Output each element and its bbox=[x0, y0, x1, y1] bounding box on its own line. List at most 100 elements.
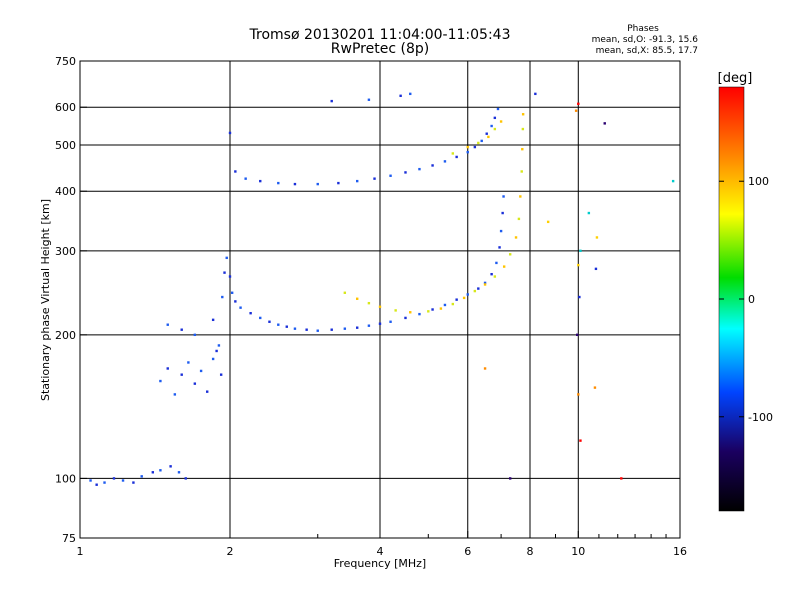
data-point bbox=[228, 275, 232, 278]
data-point bbox=[418, 312, 421, 316]
data-point bbox=[520, 170, 523, 173]
data-point bbox=[112, 477, 116, 480]
chart-subtitle: RwPretec (8p) bbox=[331, 41, 429, 57]
data-point bbox=[514, 236, 518, 239]
data-point bbox=[211, 357, 215, 361]
data-point bbox=[343, 291, 347, 294]
data-point bbox=[367, 301, 371, 305]
data-point bbox=[217, 344, 221, 347]
data-point bbox=[277, 181, 280, 185]
y-tick-label: 300 bbox=[55, 245, 76, 258]
data-point bbox=[193, 333, 197, 337]
data-point bbox=[487, 135, 490, 139]
data-point bbox=[495, 261, 498, 265]
data-point bbox=[205, 390, 209, 393]
data-point bbox=[517, 217, 521, 221]
data-point bbox=[169, 465, 172, 468]
data-point bbox=[483, 367, 487, 370]
x-tick-label: 6 bbox=[464, 545, 471, 558]
data-point bbox=[574, 109, 578, 112]
x-tick-label: 10 bbox=[571, 545, 585, 558]
data-point bbox=[355, 179, 359, 183]
y-tick-label: 600 bbox=[55, 101, 76, 114]
data-point bbox=[180, 328, 183, 331]
data-point bbox=[594, 267, 598, 271]
data-point bbox=[577, 263, 580, 267]
chart-title: Tromsø 20130201 11:04:00-11:05:43 bbox=[249, 27, 511, 43]
data-point bbox=[184, 477, 187, 480]
y-tick-label: 200 bbox=[55, 329, 76, 342]
data-point bbox=[223, 271, 226, 274]
data-point bbox=[595, 236, 599, 239]
data-point bbox=[502, 265, 506, 268]
data-point bbox=[389, 320, 392, 323]
data-point bbox=[493, 116, 497, 120]
data-point bbox=[277, 323, 280, 326]
data-point bbox=[378, 322, 382, 325]
data-point bbox=[180, 373, 183, 376]
data-point bbox=[455, 155, 458, 159]
data-point bbox=[373, 177, 376, 180]
data-point bbox=[493, 275, 497, 278]
data-point bbox=[234, 300, 237, 303]
data-point bbox=[501, 211, 504, 215]
data-point bbox=[89, 479, 92, 482]
data-point bbox=[519, 195, 522, 198]
data-point bbox=[259, 316, 262, 320]
stats-title: Phases bbox=[627, 24, 659, 34]
x-tick-label: 2 bbox=[227, 545, 234, 558]
y-tick-label: 400 bbox=[55, 185, 76, 198]
data-point bbox=[439, 307, 443, 310]
data-point bbox=[578, 295, 581, 299]
data-point bbox=[268, 320, 271, 323]
data-point bbox=[603, 122, 606, 125]
data-point bbox=[215, 349, 218, 353]
data-point bbox=[259, 179, 262, 183]
data-point bbox=[496, 107, 500, 111]
data-point bbox=[244, 177, 247, 180]
data-point bbox=[577, 393, 580, 396]
data-point bbox=[593, 386, 597, 389]
data-point bbox=[490, 272, 493, 276]
data-point bbox=[498, 246, 501, 249]
data-point bbox=[576, 333, 579, 337]
colorbar-tick-label: 100 bbox=[748, 175, 769, 188]
data-point bbox=[404, 171, 407, 174]
data-point bbox=[483, 283, 487, 286]
data-point bbox=[177, 471, 181, 474]
data-point bbox=[316, 182, 319, 186]
data-point bbox=[462, 296, 466, 300]
data-point bbox=[466, 150, 469, 154]
data-point bbox=[389, 174, 392, 177]
data-point bbox=[173, 393, 177, 396]
data-point bbox=[480, 139, 483, 143]
data-point bbox=[316, 329, 319, 332]
colorbar-label: [deg] bbox=[718, 71, 753, 86]
data-point bbox=[443, 160, 447, 163]
data-point bbox=[378, 305, 382, 308]
data-point bbox=[521, 147, 524, 151]
data-point bbox=[305, 328, 308, 331]
colorbar-tick-label: 0 bbox=[748, 293, 755, 306]
data-point bbox=[521, 113, 525, 116]
data-point bbox=[451, 302, 455, 306]
data-point bbox=[193, 382, 197, 385]
data-point bbox=[95, 483, 98, 486]
data-point bbox=[473, 289, 477, 293]
stats-x-line: mean, sd,X: 85.5, 17.7 bbox=[596, 46, 698, 56]
data-point bbox=[159, 379, 162, 383]
data-point bbox=[577, 102, 580, 106]
data-point bbox=[466, 145, 469, 149]
data-points bbox=[89, 92, 675, 486]
data-point bbox=[418, 167, 421, 171]
data-point bbox=[477, 141, 480, 145]
data-point bbox=[521, 127, 525, 131]
data-point bbox=[239, 306, 242, 309]
data-point bbox=[508, 253, 512, 256]
data-point bbox=[404, 316, 407, 320]
data-point bbox=[343, 327, 347, 330]
data-point bbox=[293, 182, 297, 186]
y-tick-label: 75 bbox=[62, 532, 76, 545]
data-point bbox=[199, 369, 203, 373]
x-tick-label: 16 bbox=[673, 545, 687, 558]
